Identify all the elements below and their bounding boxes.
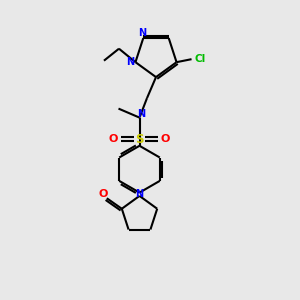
Text: O: O	[161, 134, 170, 144]
Text: N: N	[137, 109, 145, 119]
Text: N: N	[135, 189, 144, 199]
Text: O: O	[109, 134, 118, 144]
Text: O: O	[98, 189, 108, 199]
Text: N: N	[138, 28, 146, 38]
Text: Cl: Cl	[195, 54, 206, 64]
Text: N: N	[126, 57, 134, 67]
Text: S: S	[135, 133, 144, 146]
